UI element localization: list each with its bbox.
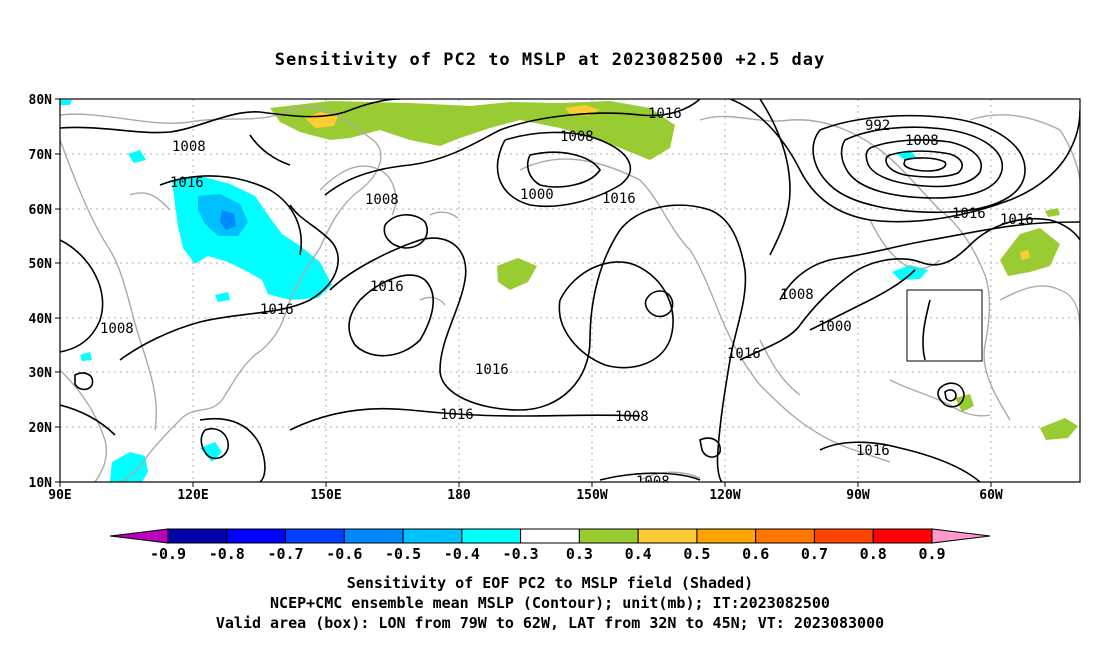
positive-area-pacific xyxy=(497,258,537,290)
lat-label: 80N xyxy=(29,93,53,108)
contour-label: 1008 xyxy=(615,409,649,425)
colorbar-swatch xyxy=(578,528,639,544)
lat-label: 30N xyxy=(29,366,53,381)
contour-label: 1016 xyxy=(170,175,204,191)
colorbar-label: -0.8 xyxy=(209,545,245,563)
colorbar-swatch xyxy=(755,528,815,544)
contour-label: 1000 xyxy=(520,187,554,203)
colorbar-label: -0.7 xyxy=(267,545,303,563)
lon-label: 150W xyxy=(576,488,607,503)
map-content: 1008 1016 1008 1016 1008 1000 1016 1008 … xyxy=(60,99,1080,490)
colorbar-label: -0.3 xyxy=(503,545,539,563)
map-frame xyxy=(59,98,1081,483)
lon-label: 60W xyxy=(979,488,1003,503)
contour-label: 1008 xyxy=(780,287,814,303)
positive-area-atlantic xyxy=(1000,228,1060,276)
longitude-labels: 90E 120E 150E 180 150W 120W 90W 60W xyxy=(48,488,1003,503)
positive-area-atlantic-warm xyxy=(1020,250,1030,260)
lon-label: 180 xyxy=(447,488,471,503)
positive-area-tropical-atlantic xyxy=(1040,418,1078,440)
contour-label: 1008 xyxy=(100,321,134,337)
colorbar-arrow-high xyxy=(931,528,991,544)
lon-label: 120E xyxy=(177,488,208,503)
lat-label: 40N xyxy=(29,312,53,327)
tick-marks xyxy=(55,98,992,487)
contour-label: 1008 xyxy=(636,474,670,490)
contour-label: 1016 xyxy=(475,362,509,378)
caption-line-2: NCEP+CMC ensemble mean MSLP (Contour); u… xyxy=(270,594,830,612)
negative-area-small-pacific xyxy=(128,150,146,163)
caption: Sensitivity of EOF PC2 to MSLP field (Sh… xyxy=(0,573,1100,633)
colorbar-label: 0.3 xyxy=(566,545,593,563)
positive-area-caribbean xyxy=(955,394,974,412)
contour-label: 1008 xyxy=(172,139,206,155)
contour-label: 1016 xyxy=(440,407,474,423)
colorbar-swatch xyxy=(461,528,522,544)
lat-label: 20N xyxy=(29,421,53,436)
colorbar-swatch xyxy=(637,528,698,544)
colorbar-arrow-low xyxy=(109,528,169,544)
coastlines xyxy=(60,106,1080,482)
contour-label: 1016 xyxy=(952,206,986,222)
colorbar-swatch xyxy=(402,528,463,544)
lon-label: 120W xyxy=(709,488,740,503)
colorbar-label: 0.4 xyxy=(625,545,652,563)
positive-area-arctic xyxy=(270,101,675,160)
colorbar-label: 0.8 xyxy=(860,545,887,563)
valid-area-box xyxy=(906,289,983,362)
contour-label: 1008 xyxy=(560,129,594,145)
contour-label: 1016 xyxy=(648,106,682,122)
negative-area-asia-core2 xyxy=(220,210,236,230)
negative-area-arctic-small xyxy=(60,100,72,105)
colorbar-labels: -0.9 -0.8 -0.7 -0.6 -0.5 -0.4 -0.3 0.3 0.4 0.5 0.6… xyxy=(150,545,946,563)
latitude-labels: 80N 70N 60N 50N 40N 30N 20N 10N xyxy=(29,93,53,491)
negative-area-west-asia-small xyxy=(80,352,92,361)
colorbar xyxy=(109,528,991,544)
colorbar-label: -0.5 xyxy=(385,545,421,563)
colorbar-label: -0.9 xyxy=(150,545,186,563)
lat-label: 60N xyxy=(29,203,53,218)
colorbar-swatch xyxy=(226,528,287,544)
colorbar-label: 0.7 xyxy=(801,545,828,563)
colorbar-swatch xyxy=(167,528,228,544)
caption-line-1: Sensitivity of EOF PC2 to MSLP field (Sh… xyxy=(346,574,754,592)
colorbar-label: -0.4 xyxy=(444,545,480,563)
colorbar-swatch xyxy=(520,528,580,544)
contour-label: 1016 xyxy=(856,443,890,459)
lon-label: 90E xyxy=(48,488,71,503)
contour-label: 1000 xyxy=(818,319,852,335)
colorbar-swatch xyxy=(872,528,933,544)
negative-area-philippines xyxy=(200,442,222,462)
contour-label: 1008 xyxy=(905,133,939,149)
colorbar-swatch xyxy=(696,528,757,544)
contour-label: 1016 xyxy=(370,279,404,295)
colorbar-label: -0.6 xyxy=(326,545,362,563)
caption-line-3: Valid area (box): LON from 79W to 62W, L… xyxy=(215,614,885,632)
contour-label: 1016 xyxy=(260,302,294,318)
chart-title: Sensitivity of PC2 to MSLP at 2023082500… xyxy=(274,50,826,70)
lat-label: 10N xyxy=(29,476,53,491)
lon-label: 150E xyxy=(310,488,341,503)
colorbar-swatch xyxy=(813,528,874,544)
colorbar-label: 0.9 xyxy=(918,545,945,563)
mslp-contours xyxy=(60,99,1080,482)
colorbar-swatch xyxy=(285,528,345,544)
contour-label-group: 1008 1016 1008 1016 1008 1000 1016 1008 … xyxy=(100,106,1034,490)
colorbar-label: 0.5 xyxy=(683,545,710,563)
colorbar-swatch xyxy=(343,528,404,544)
contour-label: 1008 xyxy=(365,192,399,208)
lat-label: 50N xyxy=(29,257,53,272)
lon-label: 90W xyxy=(846,488,870,503)
contour-label: 1016 xyxy=(602,191,636,207)
lat-label: 70N xyxy=(29,148,53,163)
negative-area-east-asia-small xyxy=(215,292,230,302)
contour-label: 1016 xyxy=(1000,212,1034,228)
contour-label: 1016 xyxy=(727,346,761,362)
positive-area-north-atlantic xyxy=(1045,208,1060,217)
contour-label: 992 xyxy=(865,118,890,134)
colorbar-label: 0.6 xyxy=(742,545,769,563)
negative-area-south-china xyxy=(110,452,148,482)
